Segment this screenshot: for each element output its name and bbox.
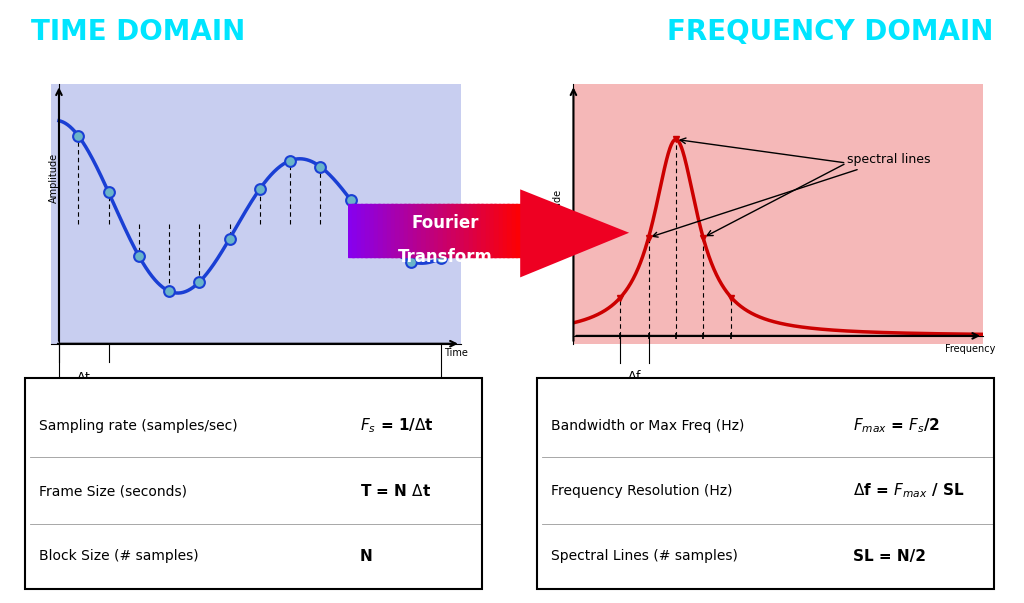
Bar — [464, 204, 470, 257]
Point — [403, 257, 420, 267]
Text: $\Delta$f = $F_{max}$ / SL: $\Delta$f = $F_{max}$ / SL — [853, 482, 965, 500]
Bar — [516, 204, 521, 257]
Text: spectral lines: spectral lines — [652, 153, 930, 237]
Point — [433, 253, 450, 262]
Text: $F_{max}$ = $F_s$/2: $F_{max}$ = $F_s$/2 — [853, 417, 940, 435]
Point — [131, 251, 147, 261]
Text: Time: Time — [444, 348, 468, 358]
Bar — [477, 204, 483, 257]
Bar — [417, 204, 423, 257]
Text: Fourier: Fourier — [412, 214, 479, 232]
Text: Amplitude: Amplitude — [49, 153, 59, 203]
Bar — [421, 204, 427, 257]
Point — [161, 286, 177, 296]
Point — [252, 184, 268, 194]
Point — [342, 195, 358, 204]
Text: Amplitude: Amplitude — [553, 189, 563, 239]
Bar — [503, 204, 509, 257]
Bar — [356, 204, 362, 257]
Bar — [374, 204, 380, 257]
Bar — [366, 204, 371, 257]
Bar — [456, 204, 462, 257]
Bar — [370, 204, 376, 257]
Point — [221, 234, 238, 244]
Text: Frequency: Frequency — [945, 344, 995, 353]
Text: N: N — [359, 549, 373, 564]
Bar — [430, 204, 435, 257]
Bar — [473, 204, 478, 257]
Text: Frame Size (seconds): Frame Size (seconds) — [39, 484, 187, 498]
Text: Bandwidth or Max Freq (Hz): Bandwidth or Max Freq (Hz) — [551, 419, 744, 433]
Point — [312, 162, 329, 171]
Bar — [391, 204, 397, 257]
FancyBboxPatch shape — [538, 378, 994, 589]
Bar — [485, 204, 492, 257]
Bar — [434, 204, 440, 257]
Point — [373, 234, 389, 244]
Bar — [438, 204, 444, 257]
Text: FREQUENCY DOMAIN: FREQUENCY DOMAIN — [667, 18, 993, 46]
Text: Spectral Lines (# samples): Spectral Lines (# samples) — [551, 549, 738, 563]
Point — [282, 156, 298, 165]
Bar — [426, 204, 431, 257]
Point — [191, 277, 208, 287]
Bar — [378, 204, 384, 257]
Text: Frequency Resolution (Hz): Frequency Resolution (Hz) — [551, 484, 733, 498]
Bar — [409, 204, 414, 257]
Bar — [507, 204, 513, 257]
Bar — [447, 204, 453, 257]
Bar — [481, 204, 487, 257]
Bar — [387, 204, 392, 257]
Bar — [348, 204, 354, 257]
Bar — [490, 204, 496, 257]
Text: $F_s$ = 1/$\Delta$t: $F_s$ = 1/$\Delta$t — [359, 417, 433, 435]
Bar — [361, 204, 367, 257]
FancyBboxPatch shape — [26, 378, 482, 589]
Bar — [413, 204, 419, 257]
Bar — [395, 204, 401, 257]
Text: Sampling rate (samples/sec): Sampling rate (samples/sec) — [39, 419, 238, 433]
Bar — [442, 204, 449, 257]
Bar — [352, 204, 358, 257]
Text: SL = N/2: SL = N/2 — [853, 549, 926, 564]
Bar — [452, 204, 457, 257]
Text: T: T — [245, 394, 255, 409]
Bar — [404, 204, 410, 257]
Text: Transform: Transform — [398, 248, 494, 266]
Polygon shape — [520, 189, 629, 277]
Bar — [399, 204, 406, 257]
Text: $\Delta$f: $\Delta$f — [627, 369, 642, 384]
Bar — [460, 204, 466, 257]
Text: $\Delta$t: $\Delta$t — [76, 371, 91, 384]
Bar — [495, 204, 500, 257]
Point — [100, 188, 117, 197]
Point — [71, 131, 87, 140]
Bar — [499, 204, 505, 257]
Bar — [469, 204, 474, 257]
Bar — [512, 204, 517, 257]
Text: Block Size (# samples): Block Size (# samples) — [39, 549, 199, 563]
Bar — [383, 204, 388, 257]
Text: T = N $\Delta$t: T = N $\Delta$t — [359, 483, 431, 499]
Text: TIME DOMAIN: TIME DOMAIN — [31, 18, 245, 46]
